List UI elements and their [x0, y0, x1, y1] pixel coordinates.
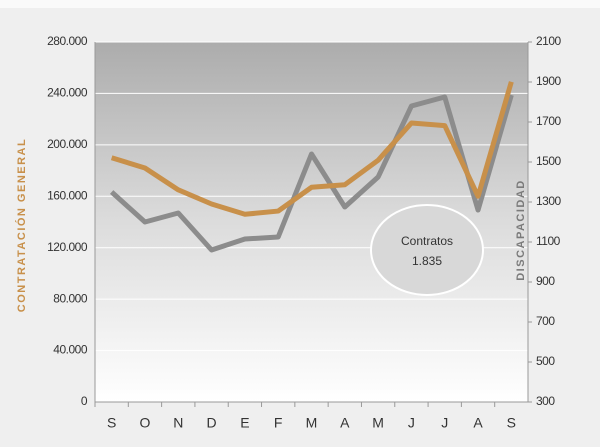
x-tick-label: F [274, 415, 283, 431]
y-tick-label: 240.000 [47, 86, 88, 100]
annotation-value: 1.835 [412, 254, 442, 268]
y2-tick-label: 700 [536, 314, 555, 328]
x-tick-label: A [340, 415, 350, 431]
y2-tick-label: 900 [536, 274, 555, 288]
x-tick-label: J [441, 415, 448, 431]
x-tick-label: A [473, 415, 483, 431]
x-tick-label: S [507, 415, 516, 431]
y-axis-label: CONTRATACIÓN GENERAL [15, 138, 28, 312]
x-tick-label: M [372, 415, 384, 431]
y-tick-label: 280.000 [47, 34, 88, 48]
y2-tick-label: 1500 [536, 154, 562, 168]
y-tick-label: 40.000 [53, 343, 88, 357]
y2-tick-label: 1300 [536, 194, 562, 208]
y2-tick-label: 1900 [536, 74, 562, 88]
x-tick-label: O [140, 415, 151, 431]
y-tick-label: 0 [81, 394, 88, 408]
annotation-bubble [370, 204, 484, 296]
x-tick-label: D [207, 415, 217, 431]
x-tick-label: N [173, 415, 183, 431]
line-series [110, 81, 514, 217]
x-tick-label: J [408, 415, 415, 431]
x-tick-label: E [240, 415, 249, 431]
x-tick-label: M [306, 415, 318, 431]
y2-tick-label: 1100 [536, 234, 561, 248]
top-strip [0, 0, 600, 8]
y-tick-label: 80.000 [53, 291, 88, 305]
y-tick-label: 160.000 [47, 188, 88, 202]
annotation-title: Contratos [401, 234, 453, 248]
y2-tick-label: 500 [536, 354, 555, 368]
y2-axis-label: DISCAPACIDAD [515, 179, 527, 281]
y-tick-label: 200.000 [47, 137, 88, 151]
line-series [109, 94, 514, 253]
y2-tick-label: 2100 [536, 34, 562, 48]
x-tick-label: S [107, 415, 116, 431]
y-tick-label: 120.000 [47, 240, 88, 254]
y2-tick-label: 1700 [536, 114, 562, 128]
y2-tick-label: 300 [536, 394, 555, 408]
